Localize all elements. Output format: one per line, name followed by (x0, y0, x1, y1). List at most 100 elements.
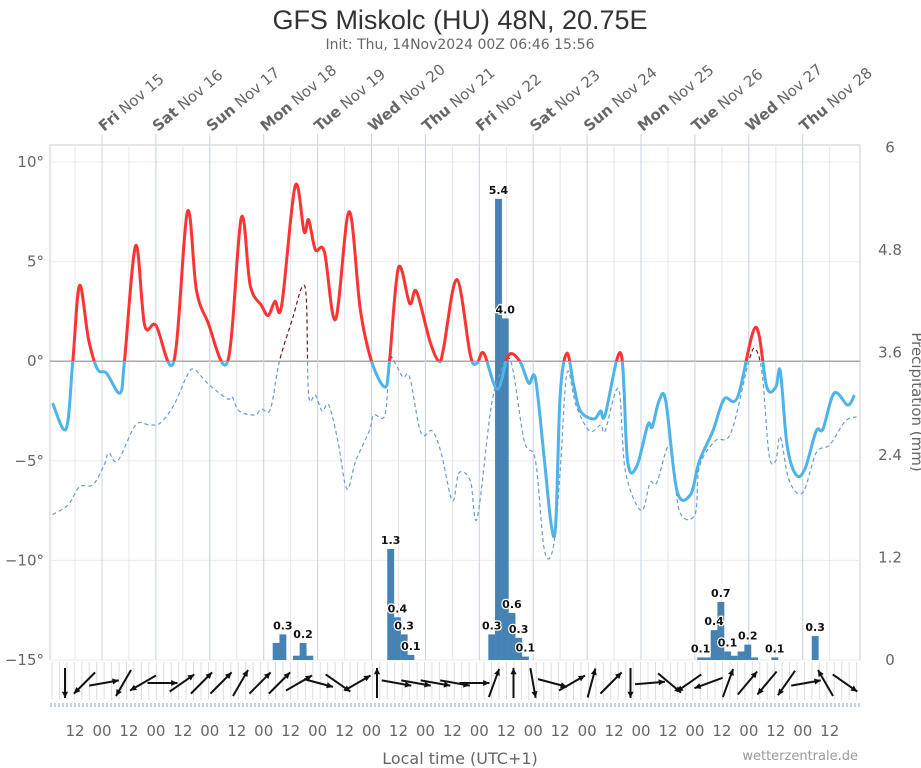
wind-arrow-head (728, 668, 734, 676)
wind-arrow-head (283, 672, 291, 680)
left-tick-label: −5° (14, 452, 44, 470)
precip-value-label: 0.1 (718, 636, 738, 649)
precip-bar (279, 634, 287, 660)
wind-arrow-icon (599, 671, 623, 695)
wind-arrow-head (694, 683, 702, 689)
wind-arrow-head (494, 668, 500, 676)
wind-arrow-head (73, 686, 81, 694)
precipitation-bars (272, 198, 819, 660)
precip-value-label: 4.0 (495, 303, 515, 316)
precip-value-label: 0.2 (293, 628, 313, 641)
temperature-line-below-zero (51, 361, 856, 539)
bottom-tick-label: 12 (389, 722, 408, 740)
bottom-tick-label: 12 (173, 722, 192, 740)
series-lines (51, 182, 857, 560)
bottom-tick-label: 12 (119, 722, 138, 740)
bottom-tick-label: 00 (578, 722, 597, 740)
precip-bar (751, 657, 758, 660)
bottom-tick-label: 00 (685, 722, 704, 740)
bottom-tick-label: 00 (470, 722, 489, 740)
wind-arrow-icon (147, 679, 178, 687)
precip-value-label: 0.4 (388, 602, 408, 615)
wind-arrow-head (614, 672, 622, 680)
plot-frame (49, 144, 861, 661)
bottom-tick-label: 12 (335, 722, 354, 740)
right-tick-label: 4.8 (878, 241, 902, 259)
precip-bar (495, 198, 502, 660)
wind-arrow-head (578, 675, 585, 682)
bottom-tick-label: 00 (362, 722, 381, 740)
chart-title: GFS Miskolc (HU) 48N, 20.75E (272, 5, 647, 35)
wind-arrow-head (658, 679, 665, 686)
wind-arrow-icon (459, 679, 490, 687)
wind-arrow-icon (232, 669, 249, 697)
wind-arrow-icon (558, 674, 586, 692)
wind-arrow-head (263, 672, 271, 680)
wind-arrow-head (814, 678, 821, 685)
bottom-tick-label: 12 (66, 722, 85, 740)
precip-value-label: 0.1 (401, 640, 421, 653)
wind-arrow-icon (169, 673, 195, 693)
right-tick-label: 0 (885, 651, 895, 669)
wind-arrow-icon (832, 673, 858, 693)
wind-arrow-icon (285, 674, 313, 692)
day-date: Nov 28 (820, 64, 876, 115)
wind-arrow-head (205, 672, 213, 680)
wind-arrow-icon (344, 674, 371, 692)
wind-arrow-head (777, 688, 785, 696)
wind-arrow-icon (303, 678, 334, 689)
bottom-tick-label: 12 (443, 722, 462, 740)
wind-arrow-head (590, 668, 597, 676)
precip-value-label: 0.6 (502, 598, 522, 611)
left-tick-label: −10° (5, 551, 44, 569)
precip-value-label: 1.3 (381, 534, 401, 547)
wind-arrow-head (61, 691, 69, 698)
precip-value-label: 5.4 (489, 184, 509, 197)
right-tick-label: 2.4 (878, 446, 902, 464)
temperature-line-above-zero (71, 182, 765, 361)
wind-arrow-head (363, 675, 371, 682)
precip-value-label: 0.1 (765, 642, 785, 655)
wind-arrow-head (171, 679, 178, 687)
bottom-tick-label: 00 (308, 722, 327, 740)
axes: 10° 5° 0° −5° −10° −15° 6 4.8 3.6 2.4 1.2 0 12 00 12 00… (5, 139, 902, 740)
precip-bar (717, 601, 725, 660)
wind-arrow-icon (676, 673, 702, 693)
bottom-tick-label: 12 (766, 722, 785, 740)
wind-arrow-icon (721, 668, 735, 698)
right-tick-label: 3.6 (878, 344, 902, 362)
wind-arrow-icon (373, 668, 381, 698)
wind-arrow-head (116, 689, 122, 696)
precip-bar (697, 657, 705, 660)
precip-bar (299, 642, 307, 660)
precip-bar (407, 654, 415, 660)
bottom-tick-label: 00 (254, 722, 273, 740)
bottom-tick-label: 12 (658, 722, 677, 740)
wind-arrow-head (676, 685, 684, 692)
precip-value-label: 0.2 (738, 630, 758, 643)
wind-arrow-head (187, 674, 195, 681)
wind-arrow-icon (89, 678, 119, 687)
precip-bar (393, 617, 401, 660)
wind-arrow-head (531, 691, 538, 698)
bottom-tick-label: 00 (146, 722, 165, 740)
precip-bar (387, 548, 395, 660)
wind-arrow-head (483, 679, 490, 687)
wind-arrow-head (404, 681, 412, 688)
precip-value-label: 0.1 (691, 642, 711, 655)
precip-bar (811, 636, 819, 660)
precip-bar (724, 651, 732, 660)
wind-arrow-icon (115, 669, 132, 697)
bottom-tick-label: 00 (739, 722, 758, 740)
precip-bar (703, 657, 711, 660)
wind-arrow-head (818, 670, 824, 677)
wind-arrow-icon (694, 676, 723, 690)
wind-arrow-head (326, 682, 333, 689)
precip-bar (306, 655, 314, 660)
precip-bar (272, 642, 280, 660)
wind-arrow-head (757, 687, 764, 695)
wind-arrow-head (443, 681, 451, 688)
wind-arrow-icon (381, 679, 412, 688)
wind-arrow-icon (129, 674, 157, 692)
precip-value-label: 0.4 (704, 615, 724, 628)
